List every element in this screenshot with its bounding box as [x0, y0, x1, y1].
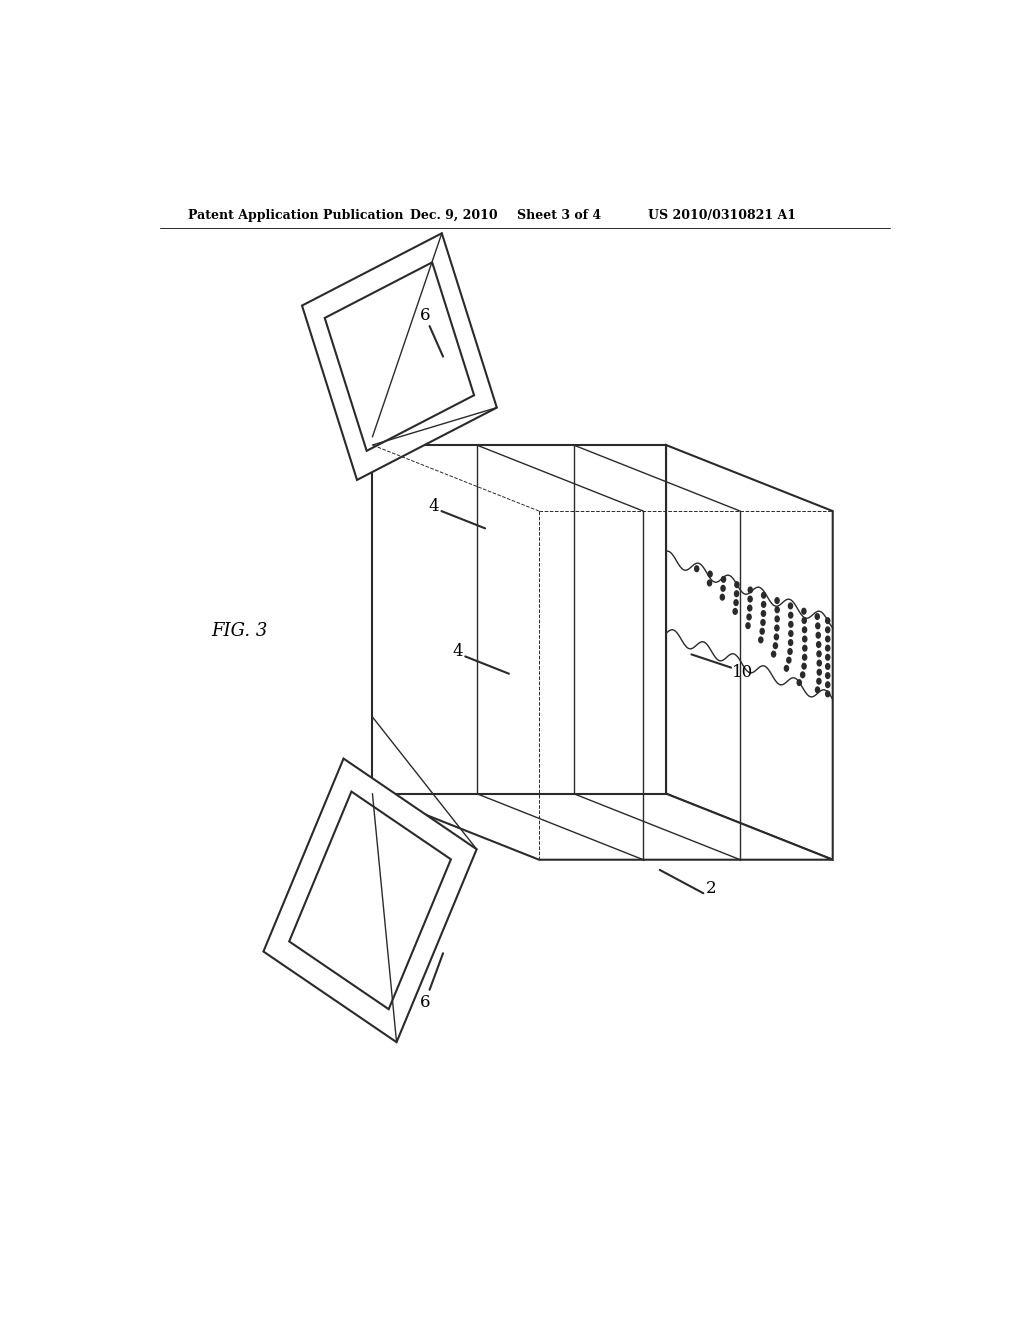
Polygon shape: [302, 234, 497, 480]
Circle shape: [761, 591, 766, 599]
Text: Dec. 9, 2010: Dec. 9, 2010: [410, 209, 498, 222]
Polygon shape: [373, 445, 666, 793]
Circle shape: [814, 612, 820, 620]
Circle shape: [825, 653, 830, 661]
Text: 4: 4: [452, 643, 463, 660]
Circle shape: [815, 686, 820, 693]
Circle shape: [825, 690, 830, 697]
Text: 2: 2: [706, 879, 717, 896]
Circle shape: [761, 601, 766, 609]
Polygon shape: [289, 792, 451, 1010]
Circle shape: [825, 618, 830, 624]
Circle shape: [773, 642, 778, 649]
Circle shape: [787, 639, 794, 645]
Text: 10: 10: [732, 664, 754, 681]
Circle shape: [721, 576, 726, 583]
Circle shape: [748, 586, 753, 594]
Circle shape: [802, 644, 808, 652]
Circle shape: [758, 636, 764, 643]
Circle shape: [760, 628, 765, 635]
Polygon shape: [325, 263, 474, 451]
Circle shape: [802, 635, 808, 643]
Text: Patent Application Publication: Patent Application Publication: [187, 209, 403, 222]
Circle shape: [825, 626, 830, 634]
Circle shape: [783, 665, 790, 672]
Polygon shape: [373, 793, 833, 859]
Circle shape: [825, 644, 830, 652]
Circle shape: [746, 605, 753, 611]
Circle shape: [774, 615, 780, 623]
Circle shape: [745, 622, 751, 630]
Circle shape: [815, 632, 821, 639]
Circle shape: [816, 660, 822, 667]
Circle shape: [746, 614, 752, 620]
Circle shape: [816, 677, 821, 685]
Polygon shape: [666, 445, 833, 859]
Circle shape: [720, 585, 726, 591]
Polygon shape: [263, 759, 476, 1043]
Circle shape: [802, 653, 807, 661]
Circle shape: [802, 663, 807, 669]
Circle shape: [771, 651, 776, 657]
Circle shape: [787, 602, 794, 610]
Circle shape: [761, 610, 766, 616]
Text: 6: 6: [420, 308, 431, 325]
Circle shape: [815, 622, 820, 630]
Circle shape: [733, 599, 739, 606]
Circle shape: [786, 656, 792, 664]
Circle shape: [787, 648, 793, 655]
Circle shape: [825, 635, 830, 643]
Circle shape: [816, 642, 821, 648]
Circle shape: [787, 611, 794, 619]
Circle shape: [802, 626, 807, 634]
Circle shape: [802, 616, 807, 624]
Circle shape: [774, 624, 779, 631]
Text: 4: 4: [428, 498, 439, 515]
Circle shape: [774, 597, 780, 605]
Circle shape: [801, 607, 807, 615]
Circle shape: [732, 609, 738, 615]
Circle shape: [760, 619, 766, 626]
Circle shape: [825, 672, 830, 678]
Circle shape: [734, 590, 739, 597]
Circle shape: [694, 565, 699, 573]
Circle shape: [774, 606, 780, 614]
Circle shape: [797, 678, 802, 686]
Circle shape: [773, 634, 779, 640]
Circle shape: [788, 630, 794, 638]
Circle shape: [816, 669, 822, 676]
Circle shape: [816, 651, 822, 657]
Text: 6: 6: [420, 994, 431, 1011]
Circle shape: [800, 672, 806, 678]
Text: US 2010/0310821 A1: US 2010/0310821 A1: [648, 209, 796, 222]
Circle shape: [707, 579, 713, 586]
Circle shape: [720, 594, 725, 601]
Circle shape: [825, 663, 830, 671]
Circle shape: [825, 681, 830, 688]
Text: FIG. 3: FIG. 3: [211, 622, 267, 640]
Circle shape: [748, 595, 753, 603]
Circle shape: [788, 620, 794, 628]
Circle shape: [734, 581, 739, 589]
Circle shape: [708, 570, 713, 578]
Text: Sheet 3 of 4: Sheet 3 of 4: [517, 209, 601, 222]
